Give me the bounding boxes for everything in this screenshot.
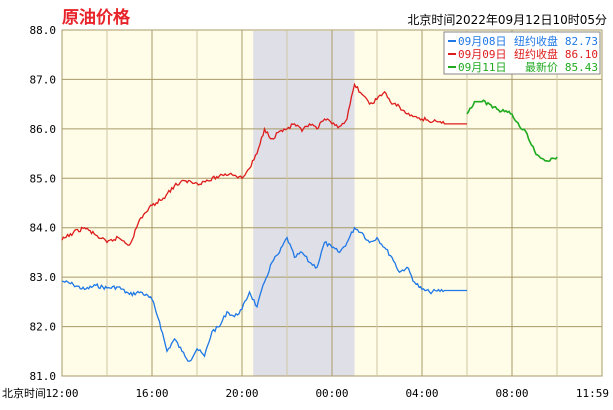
legend-series-name: 09月08日	[458, 35, 507, 48]
legend-label: 最新价	[525, 60, 558, 74]
chart-title: 原油价格	[62, 8, 130, 28]
night-session-shade	[253, 31, 355, 376]
x-tick-label: 16:00	[135, 387, 168, 400]
y-tick-label: 82.0	[30, 321, 57, 334]
x-tick-label: 20:00	[225, 387, 258, 400]
y-tick-label: 88.0	[30, 24, 57, 37]
legend-label: 纽约收盘	[514, 34, 558, 48]
legend: 09月08日 纽约收盘 82.73 09月09日 纽约收盘 86.10 09月11日 最新价 8…	[443, 31, 601, 75]
y-tick-label: 86.0	[30, 123, 57, 136]
series-line-3	[466, 99, 558, 163]
x-tick-label: 04:00	[405, 387, 438, 400]
x-tick-label: 08:00	[495, 387, 528, 400]
x-tick-label: 11:59	[576, 387, 609, 400]
y-tick-label: 85.0	[30, 172, 57, 185]
series-line-1	[61, 226, 467, 362]
legend-box	[443, 31, 601, 75]
legend-value: 82.73	[565, 35, 598, 48]
legend-value: 86.10	[565, 48, 598, 61]
legend-series-name: 09月09日	[458, 48, 507, 61]
x-axis-prefix: 北京时间	[2, 386, 46, 400]
y-tick-label: 83.0	[30, 271, 57, 284]
series-line-2	[61, 82, 467, 246]
legend-value: 85.43	[565, 61, 598, 74]
x-tick-label: 00:00	[315, 387, 348, 400]
y-tick-label: 84.0	[30, 222, 57, 235]
timestamp: 北京时间2022年09月12日10时05分	[407, 13, 607, 27]
legend-series-name: 09月11日	[458, 61, 507, 74]
y-tick-label: 81.0	[30, 370, 57, 383]
x-tick-label: 12:00	[45, 387, 78, 400]
legend-label: 纽约收盘	[514, 47, 558, 61]
y-tick-label: 87.0	[30, 73, 57, 86]
